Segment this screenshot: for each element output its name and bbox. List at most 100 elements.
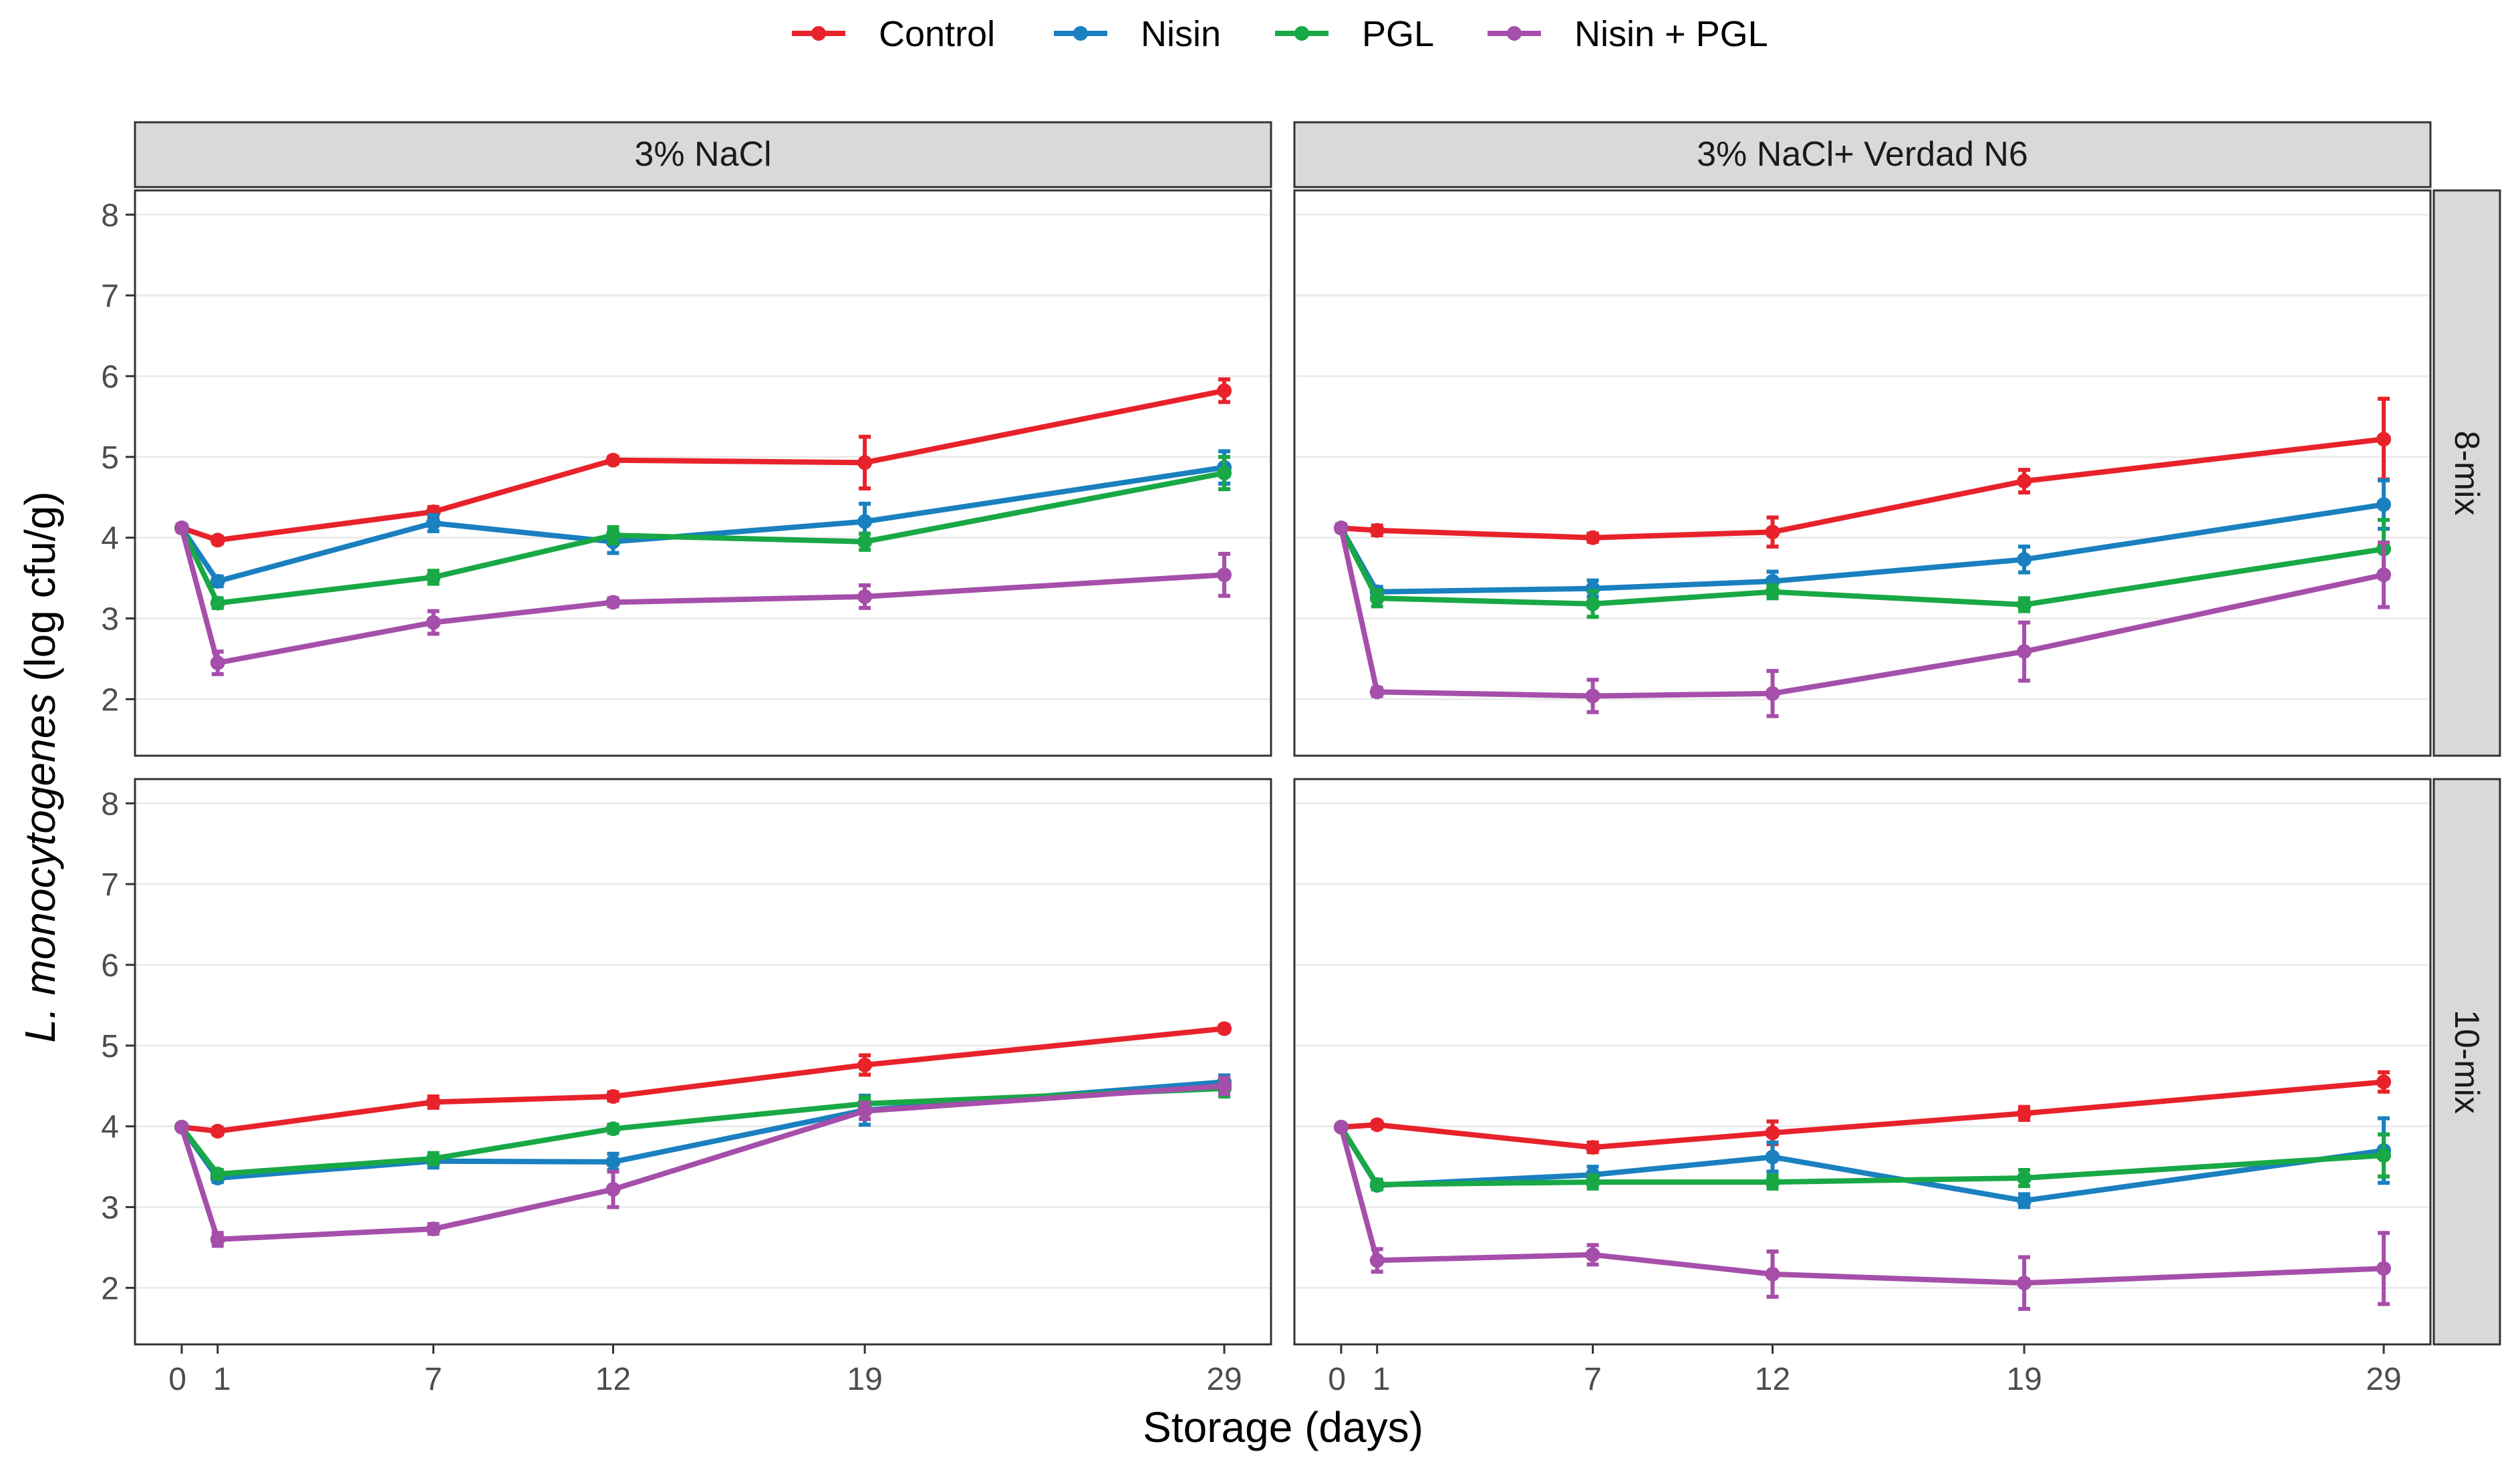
series-line-pgl [179, 1085, 1225, 1177]
panel-background [1294, 779, 2430, 1344]
data-point-day-19 [857, 455, 873, 470]
x-tick-label-0: 0 [168, 1362, 186, 1397]
panel-3pct-nacl-10-mix [134, 778, 1272, 1346]
data-point-day-1 [210, 1123, 225, 1139]
y-tick-label-7: 7 [101, 279, 119, 314]
y-tick-label-2: 2 [101, 682, 119, 718]
data-point-day-0 [1333, 521, 1349, 536]
data-point-day-19 [857, 1103, 873, 1119]
y-tick-label-8: 8 [101, 786, 119, 822]
data-point-day-29 [2376, 432, 2392, 447]
y-tick-label-6: 6 [101, 359, 119, 395]
series-control [1333, 396, 2392, 549]
x-tick-label-12: 12 [595, 1362, 631, 1397]
column-strip-3pct-nacl: 3% NaCl [134, 121, 1272, 188]
x-tick-label-12: 12 [1755, 1362, 1790, 1397]
panel-border [1293, 778, 2432, 1346]
data-point-day-12 [605, 595, 621, 610]
data-point-day-7 [1585, 1247, 1600, 1262]
data-point-day-1 [1369, 1253, 1385, 1268]
data-point-day-19 [2017, 644, 2032, 659]
data-point-day-1 [210, 533, 225, 548]
series-nisin-pgl [174, 521, 1232, 676]
strip-label-10-mix: 10-mix [2447, 1010, 2486, 1114]
data-point-day-7 [426, 1221, 441, 1237]
strip-background [1293, 121, 2432, 188]
data-point-day-12 [1765, 584, 1780, 599]
data-point-day-29 [2376, 567, 2392, 583]
data-point-day-12 [1765, 686, 1780, 701]
data-point-day-12 [605, 1181, 621, 1197]
data-point-day-7 [426, 615, 441, 630]
y-axis-bottom: 2 3 4 5 6 7 8 [101, 786, 135, 1306]
data-point-day-29 [2376, 1261, 2392, 1276]
series-line-nisin-pgl [1338, 527, 2384, 699]
legend-key-nisin-pgl-point [1507, 26, 1522, 41]
data-point-day-19 [2017, 552, 2032, 567]
legend-label-pgl: PGL [1362, 14, 1434, 54]
series-line-pgl [179, 470, 1225, 606]
data-point-day-7 [426, 515, 441, 531]
series-nisin-pgl [1333, 1119, 2392, 1311]
row-strip-8-mix: 8-mix [2432, 189, 2501, 757]
data-point-day-19 [2017, 597, 2032, 612]
y-tick-label-4: 4 [101, 521, 119, 557]
legend-label-nisin-pgl: Nisin + PGL [1574, 14, 1768, 54]
panel-3pct-nacl-8-mix [134, 189, 1272, 757]
series-line-pgl [1339, 1125, 2384, 1187]
data-point-day-19 [2017, 1171, 2032, 1186]
data-point-day-0 [174, 1119, 189, 1135]
legend-label-nisin: Nisin [1141, 14, 1221, 54]
column-strip-3pct-nacl-verdad: 3% NaCl+ Verdad N6 [1293, 121, 2432, 188]
data-point-day-1 [210, 655, 225, 671]
data-point-day-1 [1369, 591, 1385, 606]
x-axis-right: 0 1 7 12 19 29 [1328, 1344, 2402, 1397]
series-nisin-pgl [174, 1076, 1232, 1248]
x-tick-label-29: 29 [1206, 1362, 1242, 1397]
y-tick-label-2: 2 [101, 1271, 119, 1306]
series-line-nisin-pgl [179, 527, 1225, 666]
data-point-day-1 [1369, 523, 1385, 538]
x-tick-label-7: 7 [1584, 1362, 1602, 1397]
data-point-day-1 [210, 595, 225, 611]
panel-background [135, 779, 1271, 1344]
x-tick-label-1: 1 [1373, 1362, 1391, 1397]
data-point-day-1 [210, 573, 225, 589]
data-point-day-1 [1369, 1117, 1385, 1133]
data-point-day-19 [857, 514, 873, 529]
panel-3pct-nacl-verdad-10-mix [1293, 778, 2432, 1346]
data-point-day-19 [2017, 1106, 2032, 1121]
data-point-day-12 [605, 1121, 621, 1137]
series-control [174, 377, 1232, 548]
strip-label-8-mix: 8-mix [2447, 430, 2486, 515]
data-point-day-19 [857, 589, 873, 604]
series-line-pgl [1339, 527, 2384, 607]
legend-item-control: Control [792, 14, 995, 54]
data-point-day-29 [1217, 466, 1232, 480]
y-tick-label-5: 5 [101, 1029, 119, 1064]
x-axis-left: 0 1 7 12 19 29 [168, 1344, 1242, 1397]
data-point-day-7 [1585, 688, 1600, 704]
y-tick-label-8: 8 [101, 198, 119, 233]
panel-border [134, 189, 1272, 757]
data-point-day-7 [426, 1094, 441, 1110]
data-point-day-12 [1765, 1175, 1780, 1190]
y-tick-label-6: 6 [101, 948, 119, 984]
panel-background [135, 190, 1271, 756]
data-point-day-19 [2017, 474, 2032, 489]
strip-background [134, 121, 1272, 188]
data-point-day-12 [605, 452, 621, 468]
data-point-day-12 [605, 1088, 621, 1104]
data-point-day-7 [1585, 596, 1600, 611]
data-point-day-19 [857, 1057, 873, 1072]
data-point-day-0 [1333, 1119, 1349, 1135]
y-axis-top: 2 3 4 5 6 7 8 [101, 198, 135, 718]
data-point-day-1 [210, 1166, 225, 1181]
y-axis-title: L. monocytogenes (log cfu/g) [16, 491, 64, 1042]
panel-border [1293, 189, 2432, 757]
row-strip-10-mix: 10-mix [2432, 778, 2501, 1346]
data-point-day-29 [2376, 497, 2392, 512]
strip-background [2432, 778, 2501, 1346]
legend-label-control: Control [879, 14, 995, 54]
data-point-day-12 [1765, 1149, 1780, 1165]
